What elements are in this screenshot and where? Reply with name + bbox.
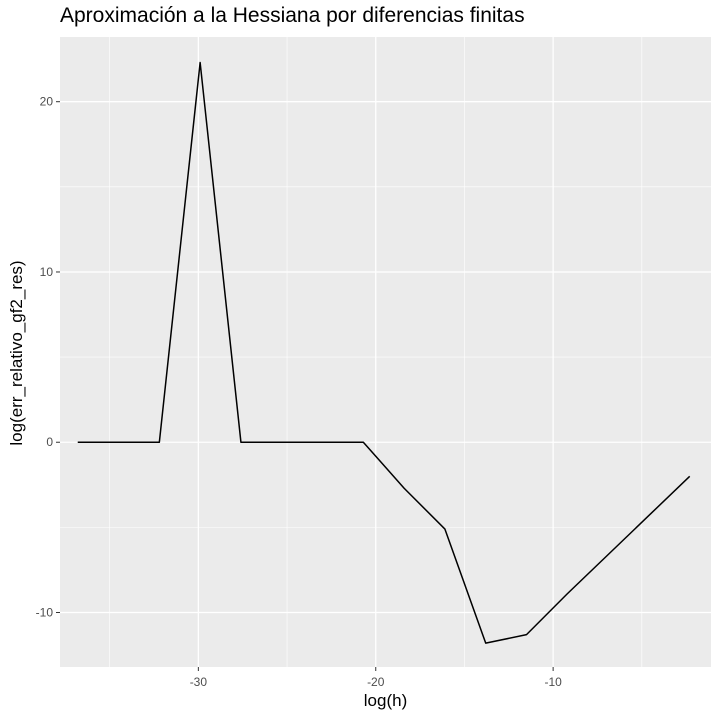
- x-axis-label: log(h): [363, 691, 408, 710]
- x-tick-label: -10: [544, 675, 562, 689]
- minor-grid: [60, 37, 711, 667]
- major-grid: [60, 37, 711, 667]
- y-axis-label: log(err_relativo_gf2_res): [7, 260, 26, 446]
- y-tick-label: -10: [36, 606, 54, 620]
- x-axis: -30 -20 -10: [190, 667, 562, 689]
- x-tick-label: -20: [367, 675, 385, 689]
- chart-title: Aproximación a la Hessiana por diferenci…: [60, 4, 525, 27]
- x-tick-label: -30: [190, 675, 208, 689]
- y-axis: -10 0 10 20: [36, 95, 60, 620]
- y-tick-label: 0: [46, 435, 53, 449]
- y-tick-label: 20: [40, 95, 54, 109]
- y-tick-label: 10: [40, 265, 54, 279]
- plot-panel: [60, 37, 711, 667]
- series-line: [77, 61, 691, 644]
- series-layer: [77, 61, 691, 644]
